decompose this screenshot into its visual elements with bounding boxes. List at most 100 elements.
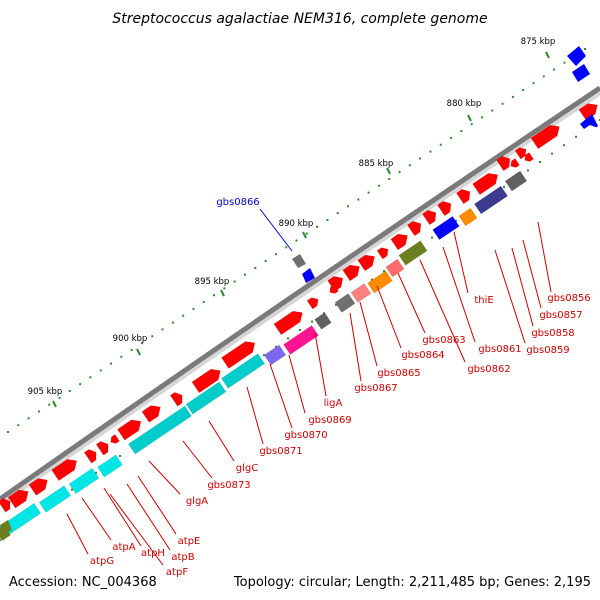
scale-dot [285, 246, 288, 249]
cds-forward-arrow [306, 297, 319, 310]
cds-forward-arrow [191, 368, 221, 394]
gene-block [97, 454, 123, 478]
label-leader-line [419, 259, 466, 363]
label-leader-line [288, 354, 306, 414]
backbone-shadow [0, 89, 600, 506]
scale-dot [68, 389, 71, 392]
scale-dot [522, 89, 525, 92]
scale-dot [263, 354, 265, 357]
cds-forward-arrow [578, 103, 598, 121]
scale-dot [553, 68, 556, 71]
cds-forward-arrow [496, 156, 511, 172]
cds-forward-arrow [376, 247, 389, 260]
gbs0866-gray-feature [292, 254, 306, 268]
scale-dot [503, 186, 505, 189]
gene-block [334, 293, 356, 313]
gene-block [221, 353, 265, 389]
scale-dot [539, 161, 541, 163]
genome-summary-text: Topology: circular; Length: 2,211,485 bp… [233, 575, 591, 590]
scale-dot [501, 102, 504, 105]
gene-block [128, 405, 192, 455]
scale-dot [202, 301, 205, 304]
scale-dot [335, 303, 337, 306]
major-tick [545, 51, 550, 59]
scale-dot [213, 294, 216, 297]
scale-dot [287, 337, 289, 340]
features [0, 46, 598, 542]
cds-reverse-arrow [510, 158, 520, 168]
gene-label: atpF [166, 567, 188, 578]
gene-label: gbs0873 [207, 480, 250, 491]
cds-forward-arrow [472, 172, 499, 196]
label-leader-line [397, 272, 426, 334]
gene-label: gbs0856 [547, 293, 590, 304]
major-tick [220, 289, 225, 297]
scale-dot [37, 410, 40, 413]
scale-dot [326, 218, 329, 221]
label-leader-line [259, 208, 293, 252]
scale-dot [275, 345, 277, 348]
gene-labels: gbs0856 gbs0857 gbs0858 gbs0859 thiE gbs0861 g… [66, 197, 591, 578]
scale-dot [563, 144, 565, 147]
scale-dot [388, 177, 391, 180]
label-leader-line [522, 239, 542, 309]
scale-dot [95, 471, 97, 474]
cds-forward-arrow [0, 498, 11, 513]
gene-label: glgC [236, 463, 258, 474]
blue-feature-gap [578, 125, 598, 137]
label-leader-line [453, 231, 469, 294]
label-leader-line [148, 460, 181, 495]
label-leader-line [137, 475, 177, 535]
cds-forward-arrow [141, 405, 161, 423]
label-leader-line [109, 493, 164, 566]
scale-dot [7, 431, 9, 433]
accession-text: Accession: NC_004368 [9, 575, 157, 590]
gene-block [185, 381, 227, 415]
gene-block [432, 215, 460, 241]
gene-label: thiE [474, 295, 493, 306]
gene-label-gbs0866: gbs0866 [216, 197, 259, 208]
scale-dot [254, 266, 257, 269]
scale-label: 880 kbp [447, 99, 482, 109]
scale-dot [71, 488, 73, 491]
cds-forward-arrow [51, 458, 78, 482]
scale-label: 885 kbp [359, 159, 394, 169]
scale-label: 875 kbp [521, 37, 556, 47]
label-leader-line [81, 497, 112, 541]
scale-dot [455, 219, 457, 222]
scale-dot [299, 329, 301, 331]
scale-dot [347, 205, 350, 208]
major-tick [302, 231, 307, 239]
scale-dot [243, 273, 246, 276]
scale-dot [336, 212, 339, 215]
scale-dot [575, 135, 577, 138]
gene-label: gbs0857 [539, 310, 582, 321]
scale-label: 890 kbp [279, 219, 314, 229]
scale-dot [120, 355, 123, 358]
scale-dot [491, 109, 494, 112]
scale-dot [182, 314, 185, 317]
scale-dot [357, 198, 360, 201]
scale-dot [58, 396, 61, 399]
label-leader-line [349, 312, 362, 382]
label-leader-line [66, 513, 89, 555]
gene-block [385, 258, 405, 278]
gene-label: gbs0863 [422, 335, 465, 346]
gene-label: glgA [186, 496, 208, 507]
label-leader-line [246, 386, 264, 445]
cds-reverse-arrow [524, 152, 534, 162]
gene-block [350, 283, 372, 303]
scale-dot [192, 307, 195, 310]
cds-forward-arrow [273, 310, 303, 336]
cds-forward-arrow [117, 419, 142, 441]
label-leader-line [376, 285, 402, 349]
scale-dot [563, 61, 566, 64]
label-leader-line [208, 420, 235, 462]
cds-forward-arrow [28, 478, 48, 496]
blue-feature-arrow [572, 64, 590, 82]
gene-label: gbs0858 [531, 328, 574, 339]
gene-label: gbs0861 [478, 344, 521, 355]
map-title: Streptococcus agalactiae NEM316, complet… [112, 11, 487, 27]
gene-block [398, 240, 428, 266]
cds-forward-arrow [169, 392, 183, 407]
